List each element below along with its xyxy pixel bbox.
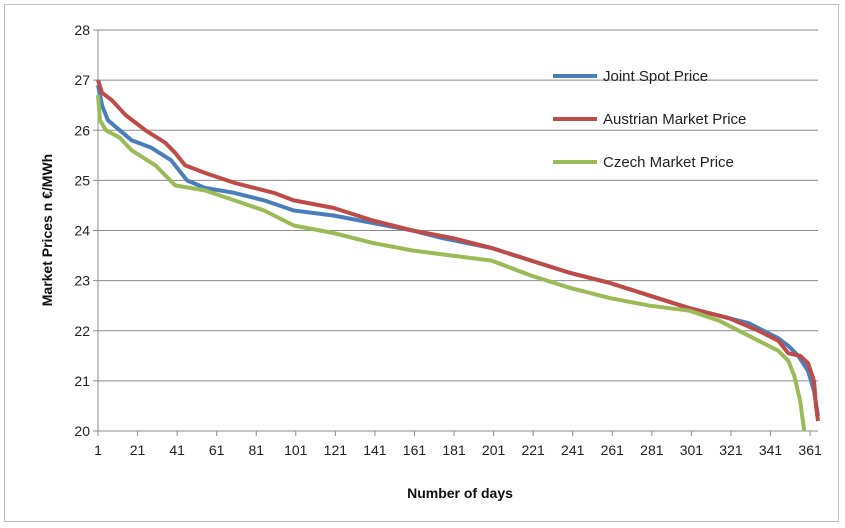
x-tick-label-161: 161 [403,442,427,458]
x-tick-label-301: 301 [680,442,704,458]
series-line-austrian-market-price [96,79,820,422]
x-tick-label-341: 341 [759,442,783,458]
x-axis: 1 21 41 61 81 101 121 141 161 181 201 221 241 261 281 3… [94,430,822,458]
x-tick-label-61: 61 [209,442,225,458]
x-tick-label-41: 41 [169,442,185,458]
y-tick-label-27: 27 [74,72,90,88]
y-axis: 20 21 22 23 24 25 26 27 28 [74,22,99,439]
y-tick-label-21: 21 [74,373,90,389]
x-tick-label-261: 261 [601,442,625,458]
x-tick-label-81: 81 [248,442,264,458]
x-tick-label-101: 101 [284,442,308,458]
legend: Joint Spot Price Austrian Market Price Cze… [553,68,746,171]
y-axis-title: Market Prices n €/MWh [39,154,55,307]
y-tick-label-28: 28 [74,22,90,38]
gridlines [98,29,818,432]
y-tick-label-20: 20 [74,423,90,439]
x-tick-label-361: 361 [798,442,822,458]
y-tick-label-23: 23 [74,273,90,289]
x-axis-title: Number of days [407,485,513,501]
legend-label-austrian-market-price: Austrian Market Price [603,111,746,128]
x-tick-label-1: 1 [94,442,102,458]
x-tick-label-201: 201 [482,442,506,458]
y-tick-label-22: 22 [74,323,90,339]
x-tick-label-281: 281 [640,442,664,458]
x-tick-label-221: 221 [521,442,545,458]
x-tick-label-121: 121 [324,442,348,458]
x-tick-label-241: 241 [561,442,585,458]
y-tick-label-25: 25 [74,172,90,188]
x-tick-label-181: 181 [442,442,466,458]
x-tick-label-141: 141 [363,442,387,458]
x-tick-label-21: 21 [130,442,146,458]
series-line-joint-spot-price [96,84,820,417]
y-tick-label-26: 26 [74,122,90,138]
y-tick-label-24: 24 [74,223,90,239]
legend-label-joint-spot-price: Joint Spot Price [603,68,708,85]
legend-label-czech-market-price: Czech Market Price [603,154,734,171]
series-line-czech-market-price [96,95,807,432]
chart-frame [4,4,839,522]
x-tick-label-321: 321 [719,442,743,458]
series-group [96,79,820,432]
